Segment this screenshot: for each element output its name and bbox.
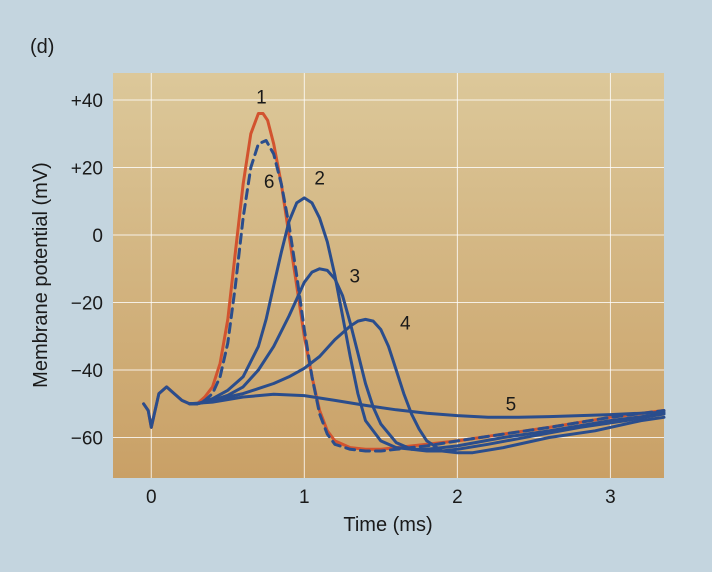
panel-label: (d) (30, 36, 54, 58)
curve-labels: 1 6 2 3 4 5 (256, 87, 516, 415)
curve-label-4: 4 (400, 314, 411, 335)
y-axis-ticks: +40 +20 0 −20 −40 −60 (71, 91, 103, 450)
x-tick-label: 0 (146, 487, 157, 508)
series-group (142, 112, 666, 455)
y-tick-label: −20 (71, 294, 103, 315)
curve-label-1: 1 (256, 87, 267, 108)
series-line-3 (188, 267, 666, 453)
x-axis-ticks: 0 1 2 3 (146, 487, 616, 508)
x-tick-label: 1 (299, 487, 310, 508)
series-line-2 (188, 196, 666, 451)
series-line-4 (188, 317, 666, 455)
y-tick-label: 0 (92, 226, 103, 247)
x-tick-label: 2 (452, 487, 463, 508)
y-tick-label: +20 (71, 159, 103, 180)
plot-area (113, 73, 664, 478)
y-axis-title: Membrane potential (mV) (30, 162, 52, 388)
y-tick-label: −40 (71, 361, 103, 382)
series-line-6 (188, 139, 666, 453)
x-tick-label: 3 (605, 487, 616, 508)
y-tick-label: −60 (71, 429, 103, 450)
curve-label-6: 6 (264, 172, 275, 193)
curve-label-5: 5 (506, 395, 517, 416)
grid (113, 73, 664, 478)
series-line-5 (142, 385, 666, 429)
x-axis-title: Time (ms) (343, 514, 432, 536)
curve-label-2: 2 (314, 168, 325, 189)
curve-label-3: 3 (350, 266, 361, 287)
y-tick-label: +40 (71, 91, 103, 112)
